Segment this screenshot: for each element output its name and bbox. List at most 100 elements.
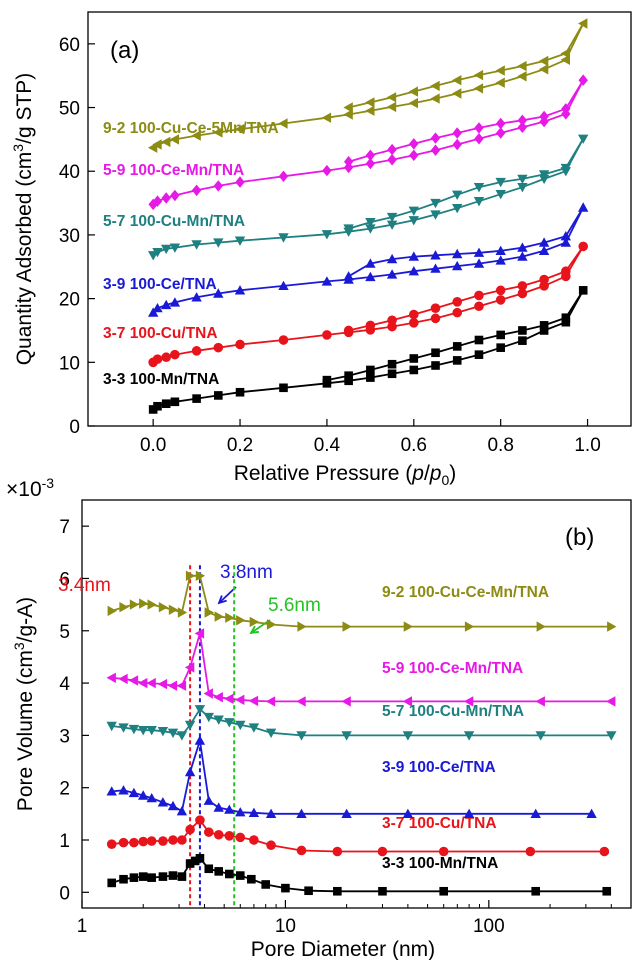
series-2: 3-7 100-Cu/TNA <box>106 815 610 857</box>
annotation-3.4nm: 3.4nm <box>58 575 111 596</box>
pore-line <box>111 707 612 737</box>
data-point <box>265 696 276 707</box>
data-point <box>184 720 196 731</box>
data-point <box>204 864 214 874</box>
y-tick-label: 3 <box>59 726 70 747</box>
data-point <box>224 693 234 704</box>
data-point <box>191 130 201 141</box>
y-tick-label: 6 <box>59 569 70 590</box>
data-point <box>344 371 353 380</box>
data-point <box>278 280 289 290</box>
data-point <box>431 348 440 358</box>
y-tick-label: 7 <box>59 517 70 538</box>
data-point <box>170 397 180 407</box>
data-point <box>235 176 245 188</box>
data-point <box>578 18 588 29</box>
data-point <box>184 766 196 777</box>
annotation-arrowhead <box>217 595 227 605</box>
data-point <box>157 727 169 737</box>
data-point <box>176 806 188 816</box>
data-point <box>203 712 214 723</box>
data-point <box>409 138 419 150</box>
y-tick-label: 5 <box>59 622 70 643</box>
series-label: 9-2 100-Cu-Ce-Mn/TNA <box>382 584 549 601</box>
data-point <box>606 696 616 707</box>
data-point <box>386 253 398 264</box>
y-tick-label: 2 <box>59 779 70 800</box>
data-point <box>517 242 528 252</box>
data-point <box>177 607 188 618</box>
data-point <box>177 872 187 881</box>
data-point <box>430 198 441 209</box>
data-point <box>452 127 462 139</box>
data-point <box>247 874 256 884</box>
data-point <box>535 731 546 741</box>
data-point <box>107 878 117 888</box>
data-point <box>213 802 224 812</box>
data-point <box>213 342 224 353</box>
data-point <box>473 69 484 81</box>
data-point <box>402 731 414 741</box>
data-point <box>452 356 462 365</box>
data-point <box>539 274 549 285</box>
data-point <box>538 237 550 247</box>
data-point <box>377 846 388 857</box>
series-6: 9-2 100-Cu-Ce-Mn/TNA <box>107 570 617 632</box>
data-point <box>538 245 550 255</box>
data-point <box>561 317 571 327</box>
data-point <box>278 335 289 345</box>
data-point <box>158 602 169 613</box>
data-point <box>119 874 128 884</box>
data-point <box>185 570 196 581</box>
data-point <box>213 180 223 192</box>
data-point <box>495 285 506 296</box>
x-tick-label: 0.6 <box>401 435 427 456</box>
data-point <box>321 230 333 240</box>
data-point <box>365 97 375 108</box>
data-point <box>409 365 419 375</box>
data-point <box>203 827 214 837</box>
data-point <box>234 236 246 246</box>
data-point <box>606 731 617 741</box>
panel-a: (a) Relative Pressure (p/p0) Quantity Ad… <box>10 11 632 488</box>
data-point <box>439 886 448 896</box>
data-point <box>169 297 181 307</box>
data-point <box>321 112 332 123</box>
data-point <box>452 204 463 214</box>
y-tick-label: 0 <box>69 417 80 438</box>
data-point <box>607 621 617 632</box>
data-point <box>322 330 332 340</box>
data-point <box>496 117 506 130</box>
data-point <box>168 871 178 880</box>
data-point <box>138 836 149 847</box>
data-point <box>473 258 485 268</box>
data-point <box>214 391 223 400</box>
data-point <box>321 276 333 286</box>
data-point <box>387 143 397 156</box>
data-point <box>560 237 571 247</box>
data-point <box>365 224 376 234</box>
data-point <box>224 718 235 728</box>
data-point <box>561 313 571 323</box>
data-point <box>224 804 235 814</box>
data-point <box>266 840 276 851</box>
data-point <box>430 210 441 220</box>
data-point <box>536 621 546 632</box>
data-point <box>185 859 195 868</box>
data-point <box>191 346 202 356</box>
data-point <box>366 365 375 375</box>
data-point <box>535 696 545 707</box>
data-point <box>107 605 117 617</box>
series-label: 9-2 100-Cu-Ce-5Mn/TNA <box>103 120 279 137</box>
data-point <box>214 867 224 876</box>
data-point <box>176 680 187 691</box>
data-point <box>365 157 375 170</box>
data-point <box>235 694 245 705</box>
data-point <box>214 611 224 622</box>
data-point <box>386 269 398 279</box>
series-label: 5-7 100-Cu-Mn/TNA <box>382 703 524 720</box>
data-point <box>342 621 352 632</box>
data-point <box>128 787 140 798</box>
y-multiplier: ×10-3 <box>6 475 54 501</box>
data-point <box>161 352 171 363</box>
